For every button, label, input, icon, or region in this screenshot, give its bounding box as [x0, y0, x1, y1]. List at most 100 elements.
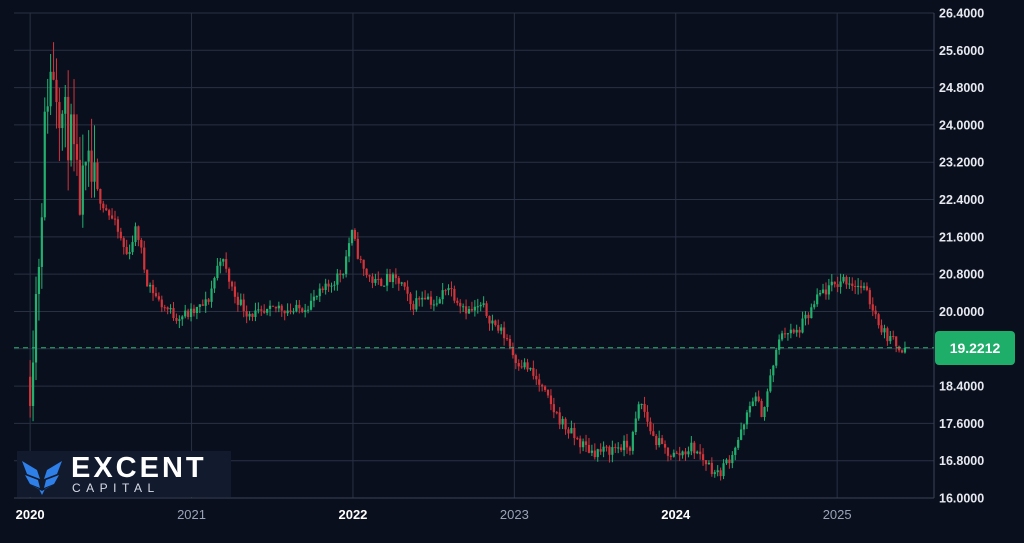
- candle-body: [813, 304, 816, 308]
- candle-body: [722, 463, 725, 477]
- candle-body: [754, 396, 757, 402]
- candle-body: [189, 308, 193, 317]
- candle-body: [110, 215, 114, 219]
- candle-body: [321, 288, 324, 291]
- candle-body: [31, 362, 35, 406]
- candle-body: [886, 328, 889, 342]
- candle-body: [599, 449, 602, 452]
- candle-body: [260, 309, 263, 311]
- candle-body: [61, 113, 64, 129]
- candle-body: [195, 306, 199, 313]
- candle-body: [693, 442, 696, 454]
- candle-body: [859, 285, 863, 288]
- candle-body: [441, 290, 444, 300]
- candle-body: [696, 451, 699, 454]
- candle-body: [555, 412, 558, 414]
- candle-body: [295, 304, 298, 312]
- candle-body: [795, 329, 798, 333]
- candle-body: [459, 302, 462, 307]
- x-tick-label: 2025: [823, 507, 852, 522]
- candle-body: [137, 226, 140, 240]
- candle-body: [737, 439, 740, 448]
- candle-body: [757, 396, 760, 402]
- candle-body: [830, 281, 833, 286]
- candle-body: [751, 401, 754, 407]
- candle-body: [70, 114, 73, 161]
- candle-body: [239, 299, 242, 305]
- candle-body: [778, 339, 781, 350]
- candle-body: [479, 304, 482, 307]
- candle-body: [64, 96, 67, 114]
- candle-body: [242, 299, 245, 312]
- candle-body: [640, 403, 643, 405]
- candle-body: [842, 276, 845, 282]
- candle-body: [292, 311, 295, 313]
- y-tick-label: 22.4000: [939, 193, 984, 207]
- candle-body: [388, 273, 392, 283]
- candle-body: [233, 286, 237, 297]
- candle-body: [707, 462, 711, 465]
- candle-body: [271, 305, 275, 307]
- candle-body: [573, 427, 576, 439]
- candle-body: [198, 304, 201, 307]
- candle-body: [163, 307, 166, 309]
- candle-body: [792, 329, 795, 333]
- candle-body: [816, 294, 819, 305]
- candle-body: [570, 427, 573, 434]
- candle-body: [713, 472, 716, 475]
- candle-body: [529, 367, 532, 370]
- candle-body: [476, 306, 479, 308]
- candle-body: [804, 314, 807, 319]
- candle-body: [511, 346, 514, 356]
- candle-body: [684, 451, 687, 455]
- candle-body: [289, 310, 292, 313]
- candle-body: [251, 313, 254, 317]
- candle-body: [347, 243, 351, 257]
- candle-body: [286, 310, 289, 314]
- candle-body: [207, 299, 210, 302]
- logo-wordmark: EXCENT: [71, 451, 207, 484]
- candle-body: [309, 300, 313, 310]
- candle-body: [564, 418, 567, 430]
- candle-body: [146, 269, 149, 287]
- candle-body: [128, 252, 131, 254]
- y-tick-label: 25.6000: [939, 44, 984, 58]
- candle-body: [421, 297, 424, 300]
- candle-body: [304, 310, 307, 313]
- candle-body: [99, 188, 102, 204]
- candle-body: [786, 333, 790, 335]
- candle-body: [532, 367, 535, 376]
- candle-body: [874, 310, 877, 315]
- candle-body: [301, 308, 304, 313]
- candle-body: [277, 305, 280, 309]
- candle-body: [172, 308, 175, 319]
- candle-body: [567, 429, 570, 434]
- candle-body: [467, 309, 471, 314]
- candle-body: [637, 404, 640, 419]
- candle-body: [178, 319, 181, 321]
- candle-body: [315, 296, 318, 298]
- candle-body: [561, 418, 564, 425]
- x-tick-label: 2022: [338, 507, 367, 522]
- candle-body: [371, 276, 374, 283]
- candle-body: [157, 296, 160, 300]
- candle-body: [649, 421, 652, 432]
- candle-body: [245, 311, 248, 317]
- candle-body: [274, 306, 278, 309]
- candle-body: [857, 285, 860, 287]
- y-tick-label: 24.0000: [939, 118, 984, 132]
- candle-body: [424, 297, 427, 300]
- candle-body: [125, 246, 128, 254]
- candle-body: [216, 265, 219, 279]
- candle-body: [248, 313, 251, 317]
- candle-body: [801, 318, 804, 333]
- candle-body: [666, 447, 670, 456]
- candle-body: [681, 451, 684, 456]
- candle-body: [690, 442, 693, 452]
- candle-body: [897, 346, 901, 351]
- candle-body: [236, 296, 239, 305]
- candle-body: [646, 411, 649, 422]
- candle-body: [113, 218, 117, 220]
- candle-body: [593, 450, 596, 458]
